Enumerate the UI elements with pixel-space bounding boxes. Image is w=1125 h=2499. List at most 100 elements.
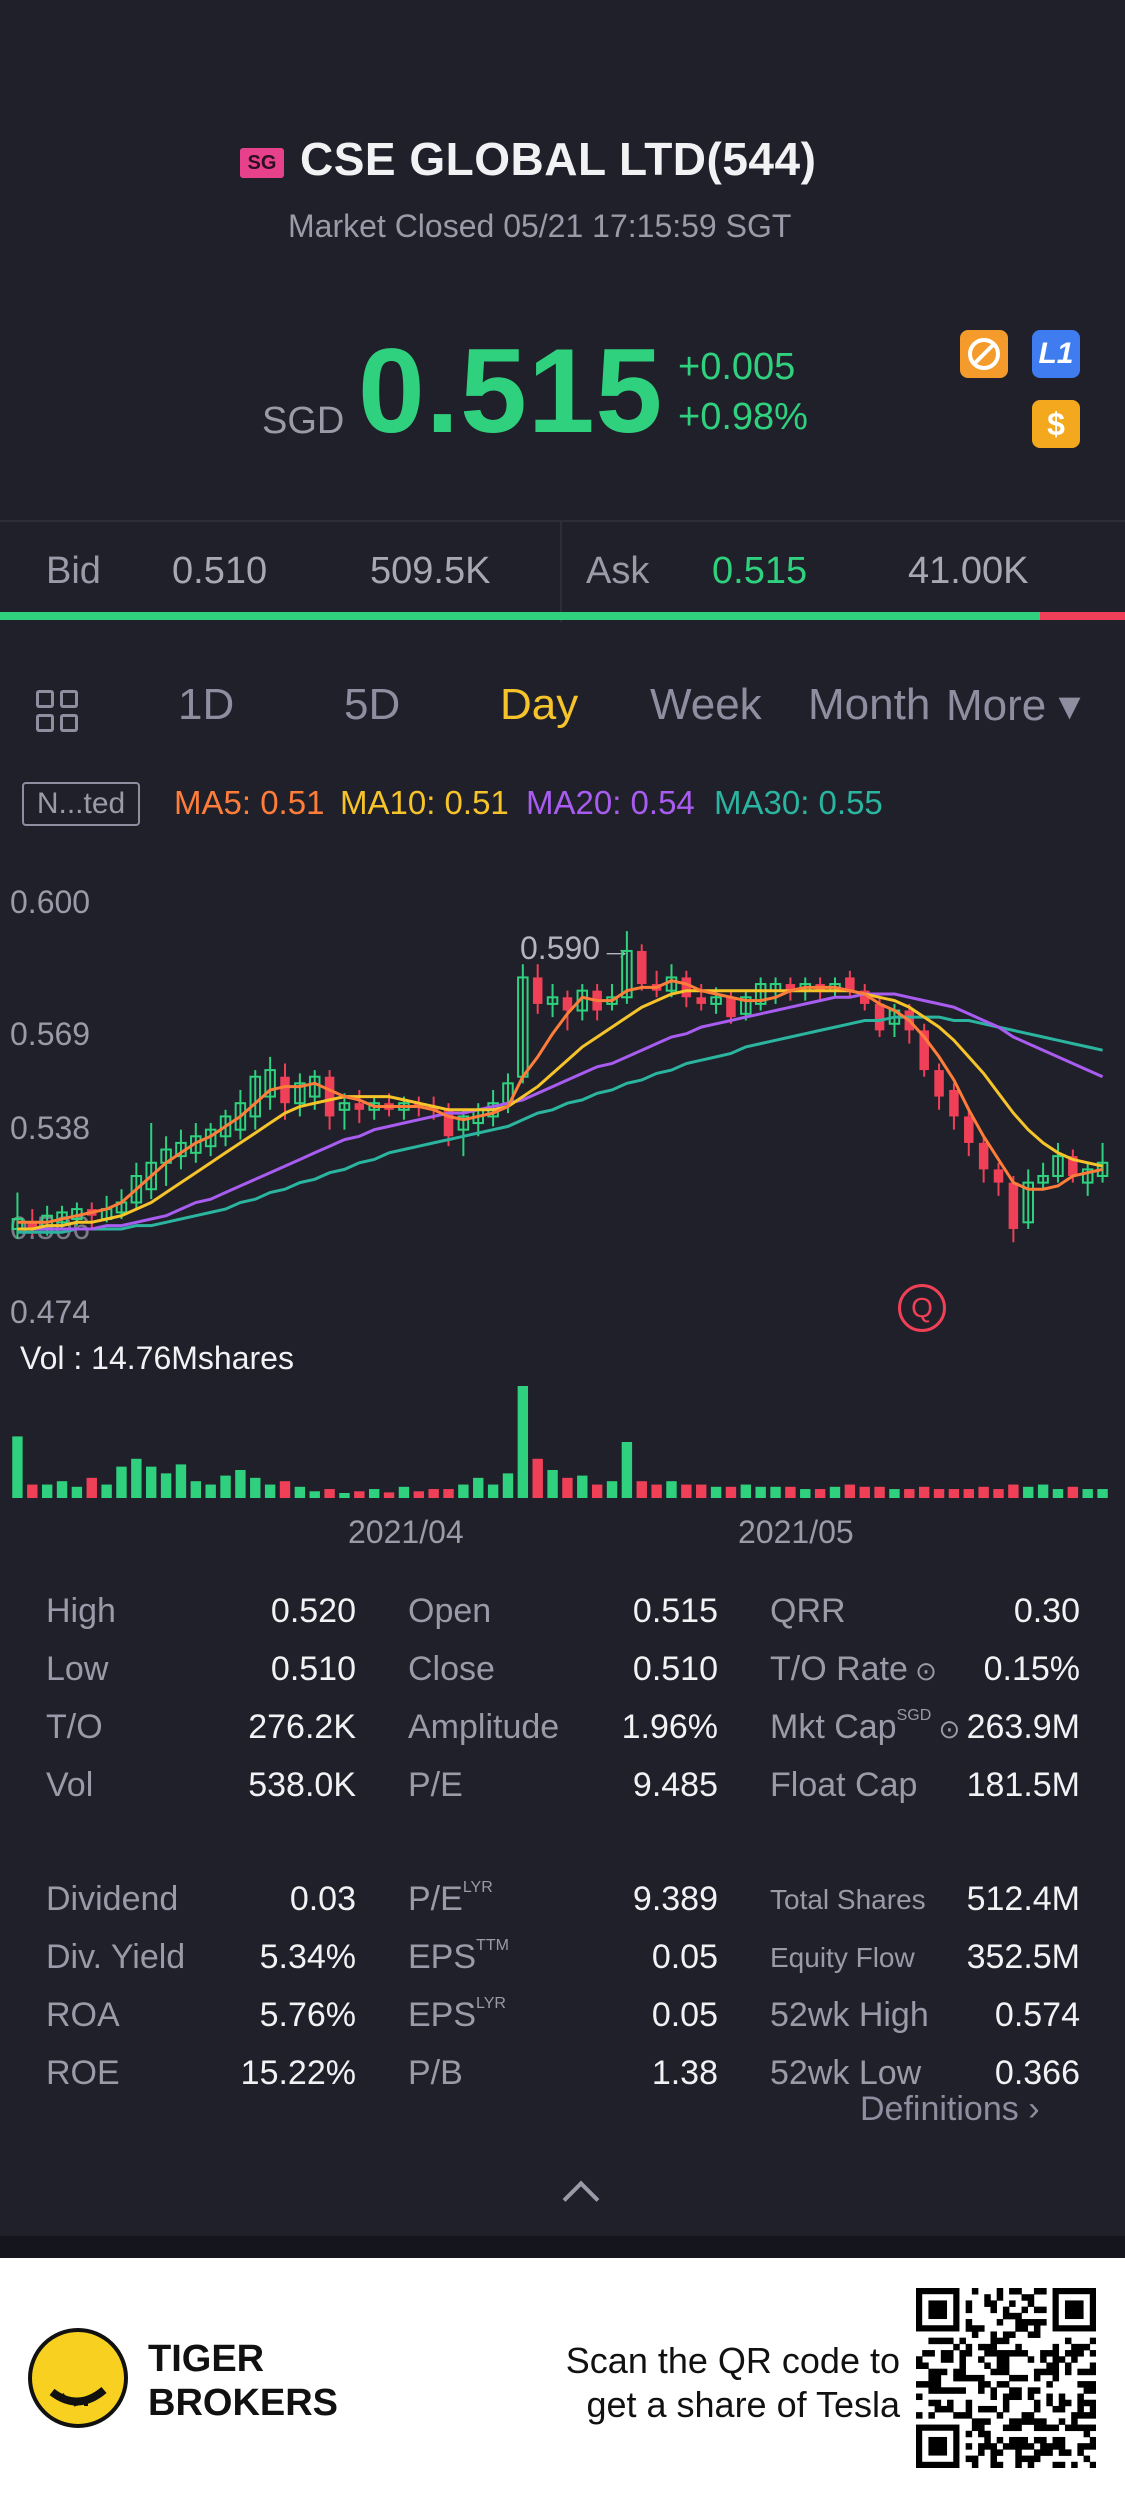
y-tick-label: 0.569 (10, 1016, 91, 1052)
stat-value: 263.9M (966, 1708, 1080, 1746)
stat-label: P/B (408, 2054, 463, 2093)
stat-label-text: T/O Rate (770, 1650, 908, 1688)
stat-label-text: Open (408, 1592, 492, 1630)
tab-month[interactable]: Month (808, 680, 931, 729)
stat-value: 0.30 (1013, 1592, 1080, 1630)
chevron-up-icon[interactable] (562, 2180, 600, 2218)
candlestick-chart[interactable]: 0.600 0.569 0.538 0.506 0.474 0.590→ Vol… (0, 860, 1125, 1560)
stat-label: 52wk High (770, 1996, 929, 2035)
stat-label: T/O (46, 1708, 103, 1747)
candle-body (562, 997, 573, 1011)
stat-label: Open (408, 1592, 491, 1631)
stat-label-text: Float Cap (770, 1766, 918, 1804)
y-tick-label: 0.600 (10, 884, 91, 920)
ma5-line (17, 979, 1103, 1224)
ma10-line (17, 989, 1103, 1231)
candle-body (294, 1082, 306, 1105)
tab-5d[interactable]: 5D (344, 680, 401, 729)
tab-more[interactable]: More ▾ (946, 681, 1081, 730)
stat-label: EPSLYR (408, 1995, 506, 2035)
stat-value: 276.2K (248, 1708, 356, 1746)
info-icon[interactable]: ⊙ (907, 1656, 937, 1686)
info-icon[interactable]: ⊙ (931, 1714, 961, 1744)
stat-value: 0.515 (632, 1592, 718, 1630)
tab-week[interactable]: Week (650, 680, 762, 729)
stat-value: 0.366 (994, 2054, 1080, 2092)
candle-body (27, 1222, 38, 1229)
tab-day[interactable]: Day (500, 680, 579, 729)
volume-bar (963, 1489, 974, 1498)
stat-value: 181.5M (966, 1766, 1080, 1804)
stat-label-superscript: LYR (476, 1995, 506, 2012)
volume-bar (12, 1436, 23, 1498)
ma20-value: MA20: 0.54 (526, 784, 695, 821)
stat-label: P/E (408, 1766, 463, 1805)
volume-bar (324, 1489, 335, 1498)
tiger-logo-icon (28, 2328, 128, 2428)
candle-body (845, 977, 855, 991)
volume-bar (621, 1442, 633, 1498)
stat-label-text: P/B (408, 2054, 463, 2092)
stat-label[interactable]: T/O Rate ⊙ (770, 1650, 937, 1689)
candle-body (919, 1030, 929, 1071)
candle-body (1008, 1182, 1019, 1229)
stat-label-text: Total Shares (770, 1884, 926, 1915)
adjust-toggle[interactable]: N...ted (22, 782, 140, 826)
dollar-icon[interactable]: $ (1032, 400, 1080, 448)
candle-body (234, 1102, 247, 1131)
ask-label: Ask (586, 550, 650, 592)
volume-bar (56, 1481, 68, 1498)
stat-label: 52wk Low (770, 2054, 921, 2093)
volume-bar (636, 1481, 647, 1498)
q-marker-icon[interactable]: Q (898, 1284, 946, 1332)
chart-canvas (11, 931, 1109, 1498)
no-entry-icon[interactable] (960, 330, 1008, 378)
qr-code-icon[interactable] (916, 2288, 1096, 2468)
volume-bar (800, 1489, 811, 1498)
stat-value: 5.34% (259, 1938, 356, 1976)
candle-body (280, 1076, 290, 1104)
volume-bar (1097, 1489, 1108, 1498)
stat-label-text: QRR (770, 1592, 846, 1630)
candle-body (130, 1175, 143, 1204)
stat-label-text: Mkt Cap (770, 1708, 897, 1746)
definitions-link[interactable]: Definitions › (860, 2090, 1040, 2128)
candle-body (696, 997, 706, 1004)
volume-bar (874, 1486, 885, 1498)
volume-bar (250, 1477, 261, 1498)
volume-bar (577, 1475, 588, 1498)
stat-label-text: Div. Yield (46, 1938, 186, 1976)
stat-value: 9.389 (632, 1880, 718, 1918)
stat-value: 0.03 (289, 1880, 356, 1918)
stat-label[interactable]: Mkt CapSGD ⊙ (770, 1707, 961, 1747)
volume-bar (710, 1486, 722, 1498)
candle-body (934, 1070, 944, 1097)
ma10-value: MA10: 0.51 (340, 784, 509, 821)
promo-text-line1: Scan the QR code to (565, 2340, 900, 2381)
tab-1d[interactable]: 1D (178, 680, 235, 729)
promo-footer: TIGER BROKERS Scan the QR code to get a … (0, 2258, 1125, 2499)
level1-icon[interactable]: L1 (1032, 330, 1080, 378)
volume-bar (770, 1486, 781, 1498)
candle-body (637, 950, 647, 985)
volume-bar (220, 1475, 231, 1498)
volume-bar (398, 1486, 410, 1498)
volume-bar (1082, 1489, 1093, 1498)
stat-label: Close (408, 1650, 495, 1689)
stat-label: High (46, 1592, 116, 1631)
candle-body (546, 996, 559, 1005)
volume-bar (279, 1481, 291, 1498)
candle-body (621, 949, 633, 999)
last-price: 0.515 (358, 324, 664, 458)
volume-bar (487, 1484, 499, 1498)
grid-icon[interactable] (36, 690, 82, 736)
volume-bar (517, 1386, 529, 1498)
candle-body (993, 1169, 1004, 1183)
bid-price: 0.510 (172, 550, 268, 592)
volume-bar (235, 1470, 246, 1498)
volume-bar (591, 1484, 603, 1498)
bid-ask-row[interactable]: Bid 0.510 509.5K Ask 0.515 41.00K (0, 520, 1125, 622)
stat-value: 0.520 (270, 1592, 356, 1630)
volume-bar (458, 1484, 469, 1498)
stat-label-text: Close (408, 1650, 495, 1688)
